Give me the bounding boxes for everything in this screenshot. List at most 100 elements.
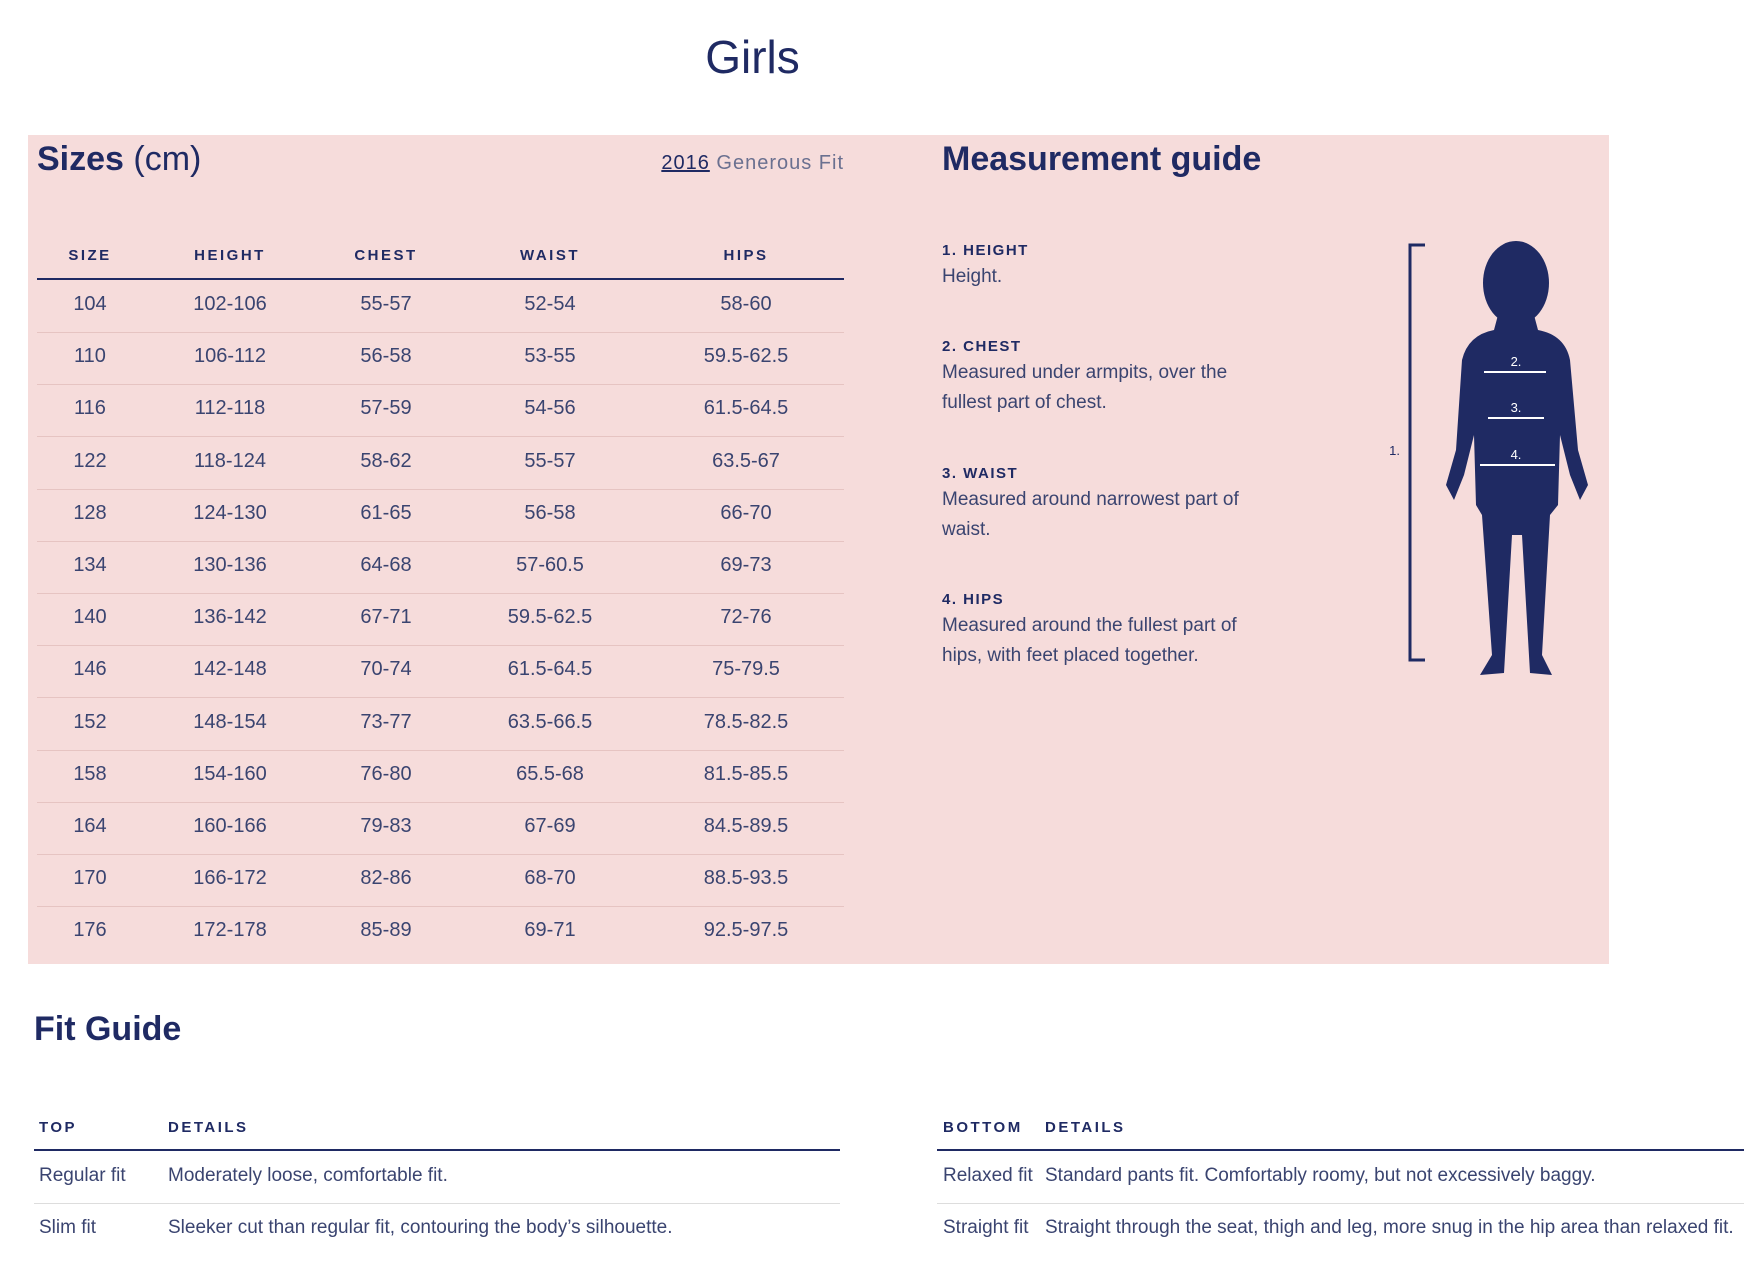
table-cell: 57-60.5 — [516, 554, 584, 576]
table-cell: Relaxed fit — [943, 1165, 1033, 1186]
row-divider — [37, 540, 844, 542]
body-figure: 1. 2. 3. 4. — [1389, 241, 1588, 675]
table-cell: 57-59 — [360, 397, 412, 420]
table-cell: 142-148 — [193, 658, 267, 681]
row-divider — [37, 593, 844, 594]
size-panel — [28, 135, 1609, 964]
table-cell: 78.5-82.5 — [703, 710, 789, 733]
column-header: DETAILS — [1045, 1119, 1126, 1136]
table-cell: 65.5-68 — [516, 762, 584, 785]
table-cell: Moderately loose, comfortable fit. — [168, 1165, 448, 1186]
table-cell: 112-118 — [194, 397, 266, 420]
table-cell: 69-71 — [524, 919, 576, 942]
row-divider — [37, 906, 844, 908]
table-cell: 124-130 — [193, 501, 267, 524]
guide-label: 3. WAIST — [942, 465, 1019, 482]
row-divider — [37, 384, 844, 386]
table-cell: 70-74 — [360, 658, 412, 681]
sizes-heading: Sizes (cm) — [37, 140, 201, 179]
column-header: SIZE — [68, 247, 112, 264]
header-rule — [937, 1149, 1744, 1151]
table-cell: 56-58 — [524, 501, 576, 524]
row-divider — [34, 1203, 840, 1204]
table-cell: 110 — [74, 345, 106, 368]
column-header: BOTTOM — [943, 1119, 1023, 1136]
table-cell: 82-86 — [360, 867, 412, 890]
column-header: CHEST — [354, 247, 418, 264]
table-cell: 55-57 — [524, 449, 576, 472]
table-cell: 58-62 — [360, 449, 412, 472]
table-cell: 118-124 — [194, 449, 266, 472]
fit-version: 2016 Generous Fit — [661, 152, 844, 175]
table-cell: 61.5-64.5 — [507, 658, 593, 681]
table-cell: Straight fit — [943, 1217, 1029, 1238]
table-cell: 63.5-66.5 — [507, 710, 593, 733]
row-divider — [37, 697, 844, 699]
table-cell: 130-136 — [193, 554, 267, 576]
table-cell: 58-60 — [720, 293, 772, 315]
table-cell: 154-160 — [193, 762, 267, 785]
row-divider — [37, 854, 844, 855]
table-cell: 104 — [73, 293, 107, 315]
guide-text: Measured under armpits, over the fullest… — [942, 362, 1228, 413]
table-cell: 72-76 — [720, 606, 772, 629]
table-cell: 67-71 — [360, 606, 412, 629]
column-header: DETAILS — [168, 1119, 249, 1136]
sizes-title: Sizes — [37, 140, 124, 178]
table-cell: 166-172 — [193, 867, 267, 890]
guide-text: Height. — [942, 266, 1003, 287]
table-cell: 106-112 — [194, 345, 266, 368]
row-divider — [37, 749, 844, 751]
table-cell: 172-178 — [193, 919, 267, 942]
column-header: WAIST — [520, 247, 580, 264]
table-cell: 69-73 — [720, 554, 772, 576]
figure-label: 1. — [1389, 443, 1400, 458]
column-header: HIPS — [723, 247, 769, 264]
table-cell: 158 — [73, 762, 107, 785]
guide-text: Measured around narrowest part of waist. — [942, 489, 1239, 540]
table-cell: 164 — [73, 815, 107, 837]
table-cell: 140 — [73, 606, 107, 629]
table-cell: 85-89 — [360, 919, 412, 942]
table-cell: 79-83 — [360, 815, 412, 837]
page-title: Girls — [705, 31, 800, 83]
table-cell: 152 — [73, 710, 107, 733]
table-cell: 122 — [73, 449, 107, 472]
guide-text: Measured around the fullest part of hips… — [942, 615, 1237, 666]
figure-label: 4. — [1511, 447, 1522, 462]
row-divider — [37, 488, 844, 490]
guide-label: 4. HIPS — [942, 591, 1005, 608]
silhouette — [1446, 241, 1588, 675]
table-cell: 64-68 — [360, 554, 412, 576]
table-cell: 102-106 — [193, 293, 267, 315]
table-cell: 176 — [73, 919, 107, 942]
table-cell: 136-142 — [193, 606, 267, 629]
row-divider — [37, 332, 844, 333]
table-cell: 88.5-93.5 — [703, 867, 789, 890]
table-cell: 53-55 — [524, 345, 576, 368]
table-cell: 61.5-64.5 — [703, 397, 789, 420]
table-cell: 84.5-89.5 — [703, 815, 789, 837]
row-divider — [937, 1203, 1744, 1204]
table-cell: 128 — [73, 501, 107, 524]
table-cell: Standard pants fit. Comfortably roomy, b… — [1045, 1165, 1596, 1186]
fit-label: Generous Fit — [716, 152, 844, 174]
header-rule — [37, 278, 844, 280]
table-cell: 170 — [73, 867, 107, 890]
measure-lines — [1480, 371, 1555, 466]
year-link[interactable]: 2016 — [661, 152, 710, 174]
figure-label: 3. — [1511, 400, 1522, 415]
guide-label: 2. CHEST — [942, 338, 1022, 355]
table-cell: 55-57 — [360, 293, 412, 315]
table-cell: 160-166 — [193, 815, 267, 837]
table-cell: 66-70 — [720, 501, 772, 524]
table-cell: 59.5-62.5 — [507, 606, 593, 629]
column-header: HEIGHT — [194, 247, 266, 264]
row-divider — [37, 801, 844, 803]
table-cell: 61-65 — [360, 501, 412, 524]
table-cell: Sleeker cut than regular fit, contouring… — [168, 1217, 673, 1238]
header-rule — [34, 1149, 840, 1151]
table-cell: 146 — [73, 658, 107, 681]
table-cell: 73-77 — [360, 710, 412, 733]
